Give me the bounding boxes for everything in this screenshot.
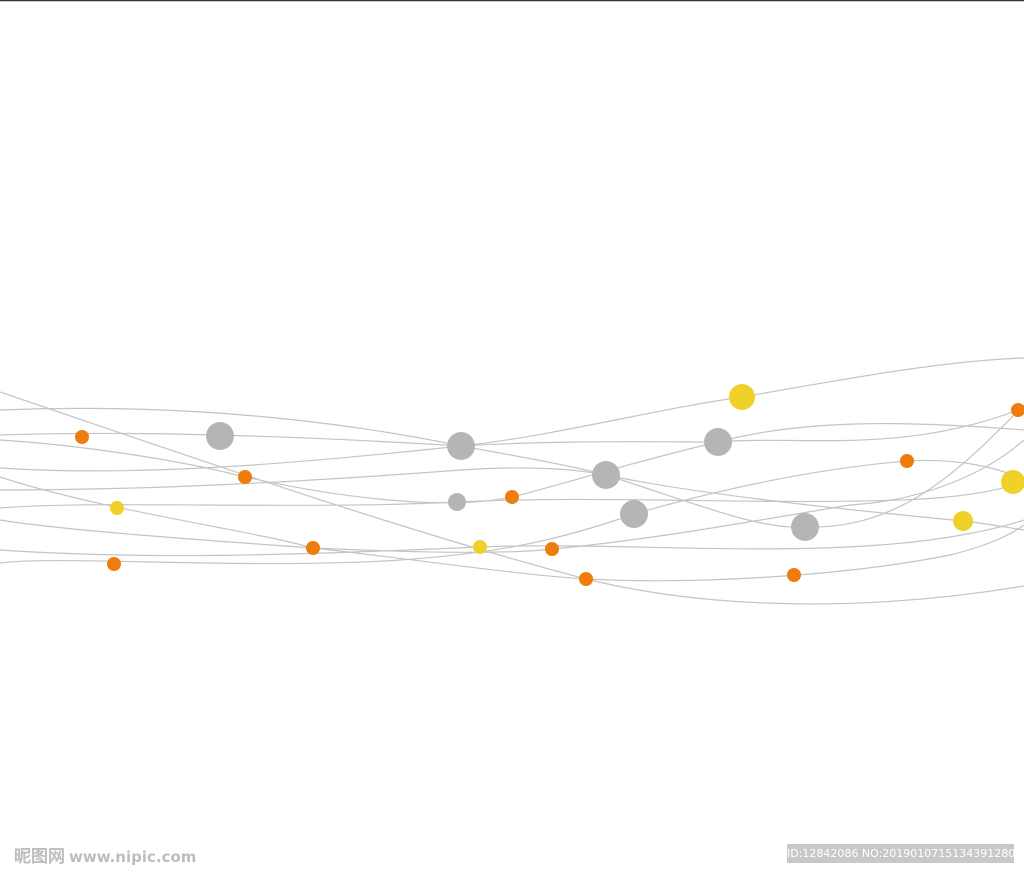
curve <box>0 519 1024 557</box>
logo-text: 昵图网 <box>14 847 65 867</box>
dot <box>505 490 519 504</box>
dot <box>579 572 593 586</box>
dot <box>110 501 124 515</box>
dot <box>238 470 252 484</box>
dot <box>75 430 89 444</box>
dot <box>1001 470 1024 494</box>
dot <box>620 500 648 528</box>
curve <box>0 459 1024 565</box>
watermark-logo: 昵图网 www.nipic.com <box>14 842 196 867</box>
dot <box>545 542 559 556</box>
dot <box>206 422 234 450</box>
dot <box>107 557 121 571</box>
dot <box>473 540 487 554</box>
dot <box>704 428 732 456</box>
url-text: www.nipic.com <box>69 848 197 866</box>
dot <box>306 541 320 555</box>
curve <box>0 467 1024 531</box>
dot <box>729 384 755 410</box>
curve <box>0 391 1024 605</box>
dots <box>75 384 1024 586</box>
curve <box>0 409 1019 472</box>
curve <box>0 481 1024 509</box>
dot <box>592 461 620 489</box>
dot <box>953 511 973 531</box>
dot <box>791 513 819 541</box>
dot <box>448 493 466 511</box>
dot <box>787 568 801 582</box>
dot <box>447 432 475 460</box>
watermark-id: ID:12842086 NO:20190107151343912801 <box>787 844 1022 863</box>
dot <box>1011 403 1024 417</box>
curves <box>0 357 1024 605</box>
dot <box>900 454 914 468</box>
curve <box>0 476 1024 582</box>
curve <box>0 357 1024 447</box>
